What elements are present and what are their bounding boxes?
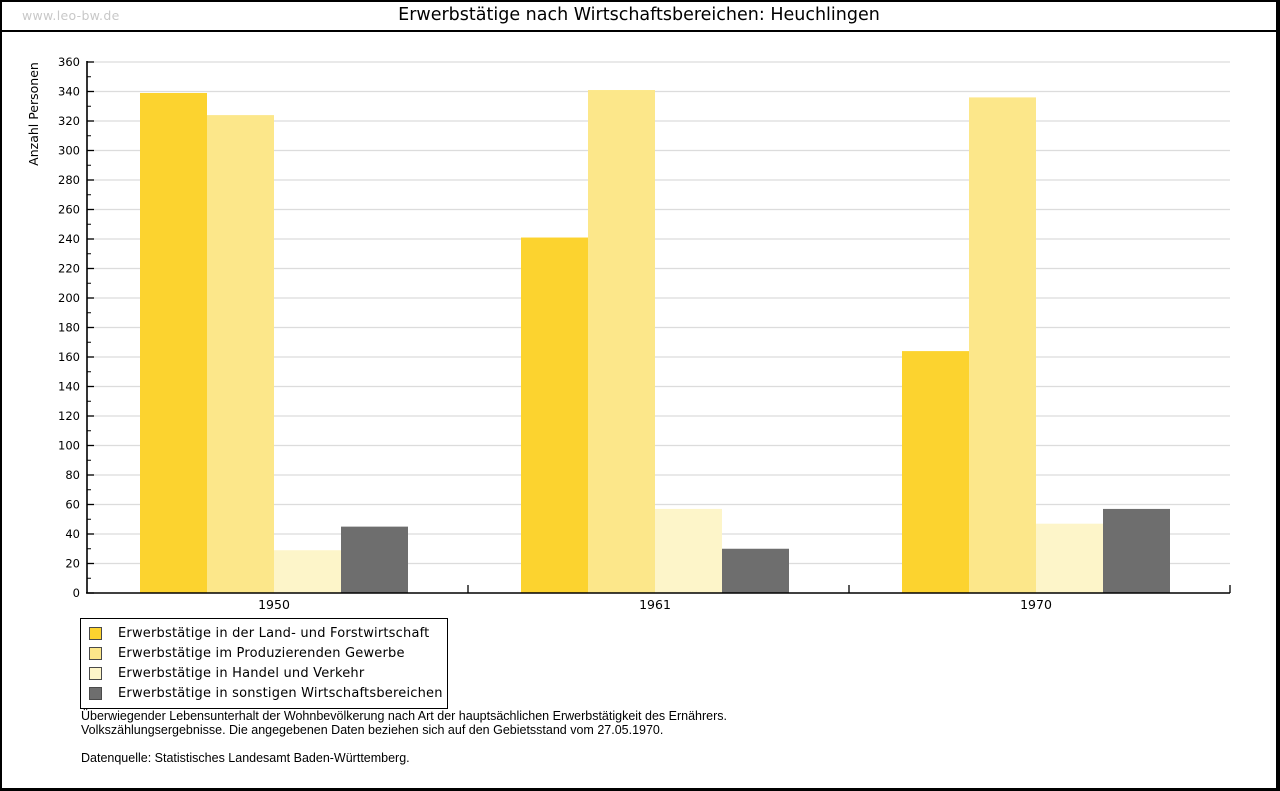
x-tick-label-1950: 1950 — [258, 597, 290, 612]
chart-legend: Erwerbstätige in der Land- und Forstwirt… — [80, 618, 448, 709]
legend-item-3: Erwerbstätige in Handel und Verkehr — [89, 663, 439, 683]
bar-1961-series4 — [722, 548, 789, 593]
bar-1961-series2 — [588, 90, 655, 594]
legend-swatch-2 — [89, 646, 102, 660]
bar-1970-series4 — [1103, 508, 1170, 593]
legend-item-4: Erwerbstätige in sonstigen Wirtschaftsbe… — [89, 683, 442, 703]
bar-1970-series3 — [1036, 523, 1103, 593]
y-tick-label-320: 320 — [58, 114, 80, 128]
y-tick-label-40: 40 — [65, 527, 80, 541]
y-tick-label-220: 220 — [58, 262, 80, 276]
footer-source: Datenquelle: Statistisches Landesamt Bad… — [81, 751, 410, 765]
leo-bw-watermark: www.leo-bw.de — [22, 8, 120, 23]
y-tick-label-280: 280 — [58, 173, 80, 187]
legend-swatch-1 — [89, 626, 102, 640]
footer-note-line1: Überwiegender Lebensunterhalt der Wohnbe… — [81, 709, 727, 723]
bar-1950-series3 — [274, 550, 341, 593]
bar-1950-series4 — [341, 526, 408, 593]
y-tick-label-300: 300 — [58, 144, 80, 158]
y-tick-label-200: 200 — [58, 291, 80, 305]
y-tick-label-20: 20 — [65, 557, 80, 571]
x-tick-label-1970: 1970 — [1020, 597, 1052, 612]
legend-label-2: Erwerbstätige im Produzierenden Gewerbe — [118, 645, 405, 661]
y-tick-label-100: 100 — [58, 439, 80, 453]
legend-label-3: Erwerbstätige in Handel und Verkehr — [118, 665, 365, 681]
legend-item-2: Erwerbstätige im Produzierenden Gewerbe — [89, 643, 439, 663]
footer-note-line2: Volkszählungsergebnisse. Die angegebenen… — [81, 723, 664, 737]
legend-swatch-4 — [89, 686, 102, 700]
legend-label-4: Erwerbstätige in sonstigen Wirtschaftsbe… — [118, 685, 443, 701]
bar-1950-series1 — [140, 92, 207, 593]
y-tick-label-120: 120 — [58, 409, 80, 423]
legend-label-1: Erwerbstätige in der Land- und Forstwirt… — [118, 625, 430, 641]
y-tick-label-260: 260 — [58, 203, 80, 217]
y-tick-label-180: 180 — [58, 321, 80, 335]
y-tick-label-140: 140 — [58, 380, 80, 394]
y-tick-label-340: 340 — [58, 85, 80, 99]
bar-1950-series2 — [207, 115, 274, 593]
bar-1970-series2 — [969, 97, 1036, 594]
bar-1961-series3 — [655, 508, 722, 593]
chart-title: Erwerbstätige nach Wirtschaftsbereichen:… — [398, 5, 880, 25]
footer-notes: Überwiegender Lebensunterhalt der Wohnbe… — [81, 709, 1256, 765]
y-tick-label-60: 60 — [65, 498, 80, 512]
y-axis-title: Anzahl Personen — [26, 62, 41, 166]
bar-1961-series1 — [521, 237, 588, 593]
y-tick-label-80: 80 — [65, 468, 80, 482]
legend-item-1: Erwerbstätige in der Land- und Forstwirt… — [89, 623, 439, 643]
y-tick-label-0: 0 — [73, 586, 80, 600]
header-bar: www.leo-bw.de Erwerbstätige nach Wirtsch… — [2, 2, 1276, 32]
legend-swatch-3 — [89, 666, 102, 680]
y-tick-label-360: 360 — [58, 55, 80, 69]
bar-1970-series1 — [902, 351, 969, 593]
y-tick-label-240: 240 — [58, 232, 80, 246]
x-tick-label-1961: 1961 — [639, 597, 671, 612]
y-tick-label-160: 160 — [58, 350, 80, 364]
